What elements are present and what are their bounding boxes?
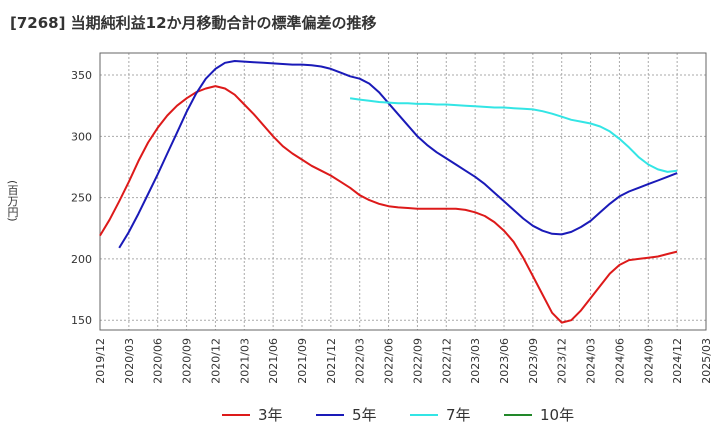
x-tick-label: 2023/06 xyxy=(498,338,511,384)
series-line-7年 xyxy=(349,97,678,173)
y-tick-label: 250 xyxy=(71,192,92,205)
y-tick-label: 350 xyxy=(71,69,92,82)
x-tick-label: 2019/12 xyxy=(94,338,107,384)
legend-item: 3年 xyxy=(222,404,283,425)
plot-background xyxy=(100,53,706,330)
x-tick-label: 2022/06 xyxy=(383,338,396,384)
y-tick-label: 150 xyxy=(71,314,92,327)
legend-item: 5年 xyxy=(316,404,377,425)
x-tick-label: 2023/12 xyxy=(556,338,569,384)
plot-border xyxy=(99,52,707,331)
x-tick-label: 2025/03 xyxy=(700,338,713,384)
legend-label: 3年 xyxy=(258,406,283,424)
x-tick-label: 2022/12 xyxy=(440,338,453,384)
series-line-5年 xyxy=(118,60,678,249)
legend-swatch xyxy=(222,413,250,416)
legend-item: 10年 xyxy=(504,404,574,425)
x-tick-label: 2020/03 xyxy=(123,338,136,384)
x-tick-label: 2023/09 xyxy=(527,338,540,384)
legend-swatch xyxy=(410,413,438,416)
x-tick-label: 2021/12 xyxy=(325,338,338,384)
x-tick-label: 2023/03 xyxy=(469,338,482,384)
x-tick-label: 2020/06 xyxy=(152,338,165,384)
legend-label: 10年 xyxy=(540,406,575,424)
x-tick-label: 2022/03 xyxy=(354,338,367,384)
x-tick-label: 2024/12 xyxy=(671,338,684,384)
legend-item: 7年 xyxy=(410,404,471,425)
legend-label: 7年 xyxy=(446,406,471,424)
y-axis-unit-label: (百万円) xyxy=(6,180,19,222)
x-tick-label: 2020/12 xyxy=(209,338,222,384)
x-tick-label: 2022/09 xyxy=(411,338,424,384)
legend-label: 5年 xyxy=(352,406,377,424)
y-tick-label: 300 xyxy=(71,130,92,143)
chart-legend: 3年 5年 7年 10年 xyxy=(0,404,720,428)
x-tick-label: 2021/06 xyxy=(267,338,280,384)
chart-title: [7268] 当期純利益12か月移動合計の標準偏差の推移 xyxy=(10,14,377,32)
x-tick-label: 2021/03 xyxy=(238,338,251,384)
legend-swatch xyxy=(316,413,344,416)
legend-swatch xyxy=(504,413,532,416)
y-tick-label: 200 xyxy=(71,253,92,266)
x-tick-label: 2024/06 xyxy=(613,338,626,384)
x-tick-label: 2024/09 xyxy=(642,338,655,384)
x-tick-label: 2020/09 xyxy=(181,338,194,384)
x-tick-label: 2021/09 xyxy=(296,338,309,384)
x-tick-label: 2024/03 xyxy=(585,338,598,384)
